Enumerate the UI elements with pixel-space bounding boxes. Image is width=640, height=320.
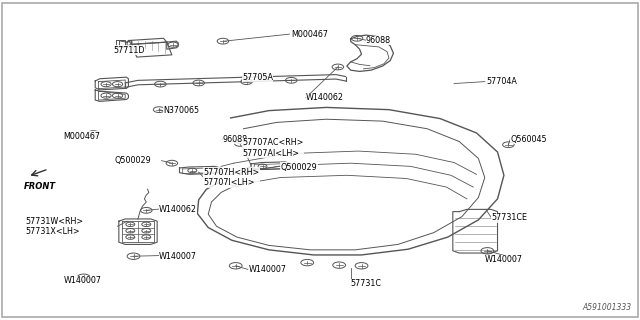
- Text: Q560045: Q560045: [510, 135, 547, 144]
- Text: N370065: N370065: [164, 106, 200, 115]
- Text: Q500029: Q500029: [115, 156, 151, 165]
- Text: M000467: M000467: [63, 132, 100, 140]
- Text: Q500029: Q500029: [280, 163, 317, 172]
- Text: W140062: W140062: [159, 205, 197, 214]
- Text: 96088: 96088: [366, 36, 391, 45]
- Text: 57711D: 57711D: [113, 45, 145, 55]
- Text: FRONT: FRONT: [24, 182, 56, 191]
- Text: W140007: W140007: [484, 255, 523, 264]
- Text: 57707H<RH>
57707I<LH>: 57707H<RH> 57707I<LH>: [204, 168, 260, 187]
- Text: W140007: W140007: [248, 265, 287, 275]
- Text: 57731W<RH>
57731X<LH>: 57731W<RH> 57731X<LH>: [25, 217, 83, 236]
- Text: 57731C: 57731C: [351, 279, 381, 288]
- Text: M000467: M000467: [291, 30, 328, 39]
- Text: 57707AC<RH>
57707AI<LH>: 57707AC<RH> 57707AI<LH>: [242, 138, 303, 157]
- Text: 96088: 96088: [223, 135, 248, 144]
- Text: W140007: W140007: [63, 276, 101, 285]
- Text: A591001333: A591001333: [582, 303, 632, 312]
- Text: 57705A: 57705A: [242, 73, 273, 82]
- Text: 57704A: 57704A: [486, 77, 517, 86]
- Text: 57731CE: 57731CE: [491, 213, 527, 222]
- Text: W140062: W140062: [306, 93, 344, 102]
- Text: W140007: W140007: [159, 252, 197, 261]
